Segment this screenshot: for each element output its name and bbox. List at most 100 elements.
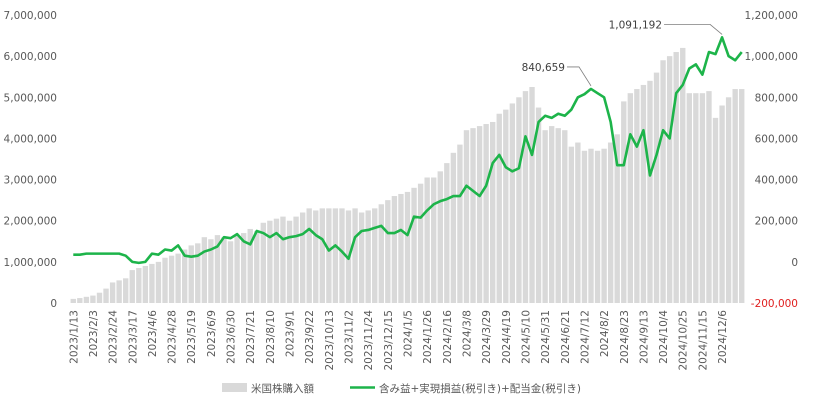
bar [70, 298, 76, 303]
x-tick-label: 2024/10/4 [658, 310, 670, 364]
bar [195, 243, 201, 303]
bar [109, 282, 116, 303]
bar [208, 239, 214, 303]
bar [496, 113, 502, 304]
x-tick-label: 2023/3/17 [127, 310, 139, 364]
x-tick-label: 2024/6/21 [560, 310, 572, 364]
right-tick-label: 0 [791, 257, 798, 269]
x-axis: 2023/1/13 2023/2/3 2023/2/24 2023/3/17 2023/… [68, 310, 729, 371]
x-tick-label: 2024/10/25 [678, 310, 690, 371]
bar [594, 150, 601, 303]
x-tick-label: 2024/12/6 [717, 310, 729, 364]
bar [136, 268, 142, 303]
bar [647, 80, 653, 303]
bar [162, 257, 168, 303]
bar [254, 231, 260, 303]
bar [516, 97, 522, 303]
bar [555, 128, 561, 303]
bar [201, 237, 208, 303]
x-tick-label: 2023/1/13 [68, 310, 80, 364]
bar [712, 117, 719, 303]
bar [653, 72, 660, 303]
bar [607, 142, 614, 303]
bar [90, 295, 96, 303]
x-tick-label: 2023/11/2 [344, 310, 356, 364]
legend-line-label: 含み益+実現損益(税引き)+配当金(税引き) [379, 382, 581, 395]
bar-series [70, 47, 745, 304]
bar [286, 220, 293, 303]
x-tick-label: 2024/3/29 [481, 310, 493, 364]
x-tick-label: 2024/2/16 [442, 310, 454, 364]
x-tick-label: 2023/9/1 [285, 310, 297, 357]
bar [129, 270, 135, 303]
bar [306, 208, 312, 303]
right-tick-label: 400,000 [755, 175, 798, 187]
bar [725, 97, 732, 303]
bar [548, 126, 555, 303]
legend-bar-label: 米国株購入額 [251, 382, 314, 395]
bar [503, 109, 509, 303]
bar [535, 107, 542, 303]
bar [182, 249, 188, 303]
x-tick-label: 2024/1/26 [422, 310, 434, 364]
bar [103, 288, 109, 303]
bar [378, 204, 384, 303]
bar [313, 210, 319, 303]
left-tick-label: 0 [50, 298, 57, 310]
x-tick-label: 2024/7/12 [579, 310, 591, 364]
bar [247, 228, 253, 303]
bar [457, 144, 463, 303]
bar [686, 93, 692, 303]
bar [411, 187, 417, 303]
bar [509, 103, 516, 304]
bar [96, 292, 103, 303]
bar [621, 101, 627, 304]
right-tick-label: 600,000 [755, 133, 798, 145]
right-tick-label: 200,000 [755, 216, 798, 228]
bar [365, 210, 371, 303]
right-tick-label: -200,000 [751, 298, 798, 310]
x-tick-label: 2023/2/3 [88, 310, 100, 357]
x-tick-label: 2024/5/10 [521, 310, 533, 364]
x-tick-label: 2023/6/9 [206, 310, 218, 357]
annotation-leader [664, 23, 723, 35]
x-tick-label: 2024/4/19 [501, 310, 513, 364]
x-tick-label: 2024/9/13 [638, 310, 650, 364]
bar [214, 235, 221, 303]
x-tick-label: 2024/3/8 [462, 310, 474, 357]
bar [260, 222, 267, 303]
bar [431, 177, 437, 303]
bar [417, 183, 424, 303]
left-tick-label: 5,000,000 [4, 92, 57, 104]
bar [280, 216, 286, 303]
bar [273, 218, 280, 303]
left-tick-label: 4,000,000 [4, 133, 57, 145]
bar [732, 89, 738, 303]
bar [476, 126, 483, 303]
bar [529, 87, 535, 303]
bar [568, 146, 575, 303]
bar [483, 124, 489, 303]
legend: 米国株購入額 含み益+実現損益(税引き)+配当金(税引き) [222, 382, 581, 395]
legend-bar-swatch [222, 383, 247, 392]
x-tick-label: 2023/2/24 [108, 310, 120, 364]
right-tick-label: 1,200,000 [745, 10, 798, 22]
line-series [73, 36, 743, 265]
bar [666, 56, 673, 303]
x-tick-label: 2024/1/5 [403, 310, 415, 357]
x-tick-label: 2023/5/19 [186, 310, 198, 364]
bar [444, 163, 450, 303]
bar [326, 208, 332, 303]
bar [706, 91, 712, 303]
bar [339, 208, 345, 303]
bar [221, 237, 227, 303]
bar [660, 60, 666, 304]
bar [267, 220, 273, 303]
bar [155, 261, 162, 303]
bar [234, 235, 240, 303]
x-tick-label: 2023/4/6 [147, 310, 159, 357]
bar [168, 255, 175, 303]
bar [175, 253, 181, 303]
bar [463, 130, 470, 303]
